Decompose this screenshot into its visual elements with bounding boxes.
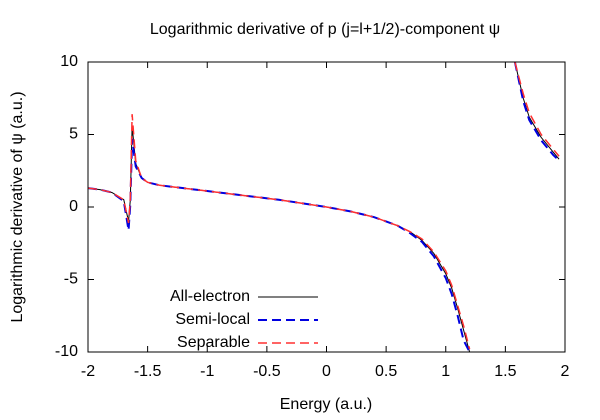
plot-lines <box>88 62 560 352</box>
legend-label: Semi-local <box>175 311 250 328</box>
x-tick-label: -2 <box>81 363 95 380</box>
y-tick-label: 10 <box>60 53 78 70</box>
series-line <box>88 62 560 350</box>
x-axis-label: Energy (a.u.) <box>280 396 372 413</box>
x-tick-label: -1.5 <box>134 363 162 380</box>
y-tick-label: 5 <box>69 126 78 143</box>
x-tick-label: 0.5 <box>375 363 397 380</box>
y-tick-label: 0 <box>69 198 78 215</box>
x-tick-label: -0.5 <box>253 363 281 380</box>
x-tick-label: 2 <box>561 363 570 380</box>
x-tick-label: 0 <box>322 363 331 380</box>
y-tick-label: -10 <box>55 343 78 360</box>
x-tick-label: 1 <box>441 363 450 380</box>
chart-title: Logarithmic derivative of p (j=l+1/2)-co… <box>150 21 500 38</box>
legend-label: Separable <box>177 334 250 351</box>
legend-label: All-electron <box>170 288 250 305</box>
x-tick-label: -1 <box>200 363 214 380</box>
y-axis-label: Logarithmic derivative of ψ (a.u.) <box>9 91 26 322</box>
x-tick-label: 1.5 <box>494 363 516 380</box>
y-tick-label: -5 <box>64 271 78 288</box>
